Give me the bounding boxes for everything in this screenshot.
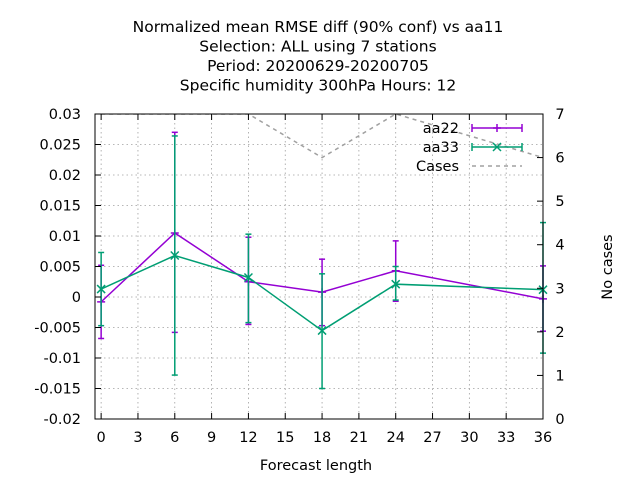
y-tick-label: 0.01: [49, 229, 81, 245]
title-line: Normalized mean RMSE diff (90% conf) vs …: [133, 18, 504, 36]
x-tick-label: 27: [423, 430, 441, 446]
x-axis-label: Forecast length: [260, 458, 372, 474]
y-tick-label: -0.02: [43, 412, 81, 428]
y-tick-label: 0.005: [39, 260, 81, 276]
x-tick-label: 24: [386, 430, 404, 446]
data-point: [391, 279, 401, 289]
data-series: [96, 131, 548, 390]
x-tick-label: 18: [313, 430, 331, 446]
series-line: [100, 254, 544, 332]
axis-ticks: 0 3 6 9 12 15 18 21 24 27 30 33 36-0.02-0.015-0.01-0…: [34, 107, 564, 446]
data-point: [96, 284, 106, 294]
y2-tick-label: 6: [555, 151, 564, 167]
title-line: Selection: ALL using 7 stations: [199, 38, 436, 56]
y-tick-label: -0.005: [34, 321, 81, 337]
plot-frame: [94, 113, 544, 420]
x-tick-label: 21: [350, 430, 368, 446]
grid-lines: [95, 113, 544, 420]
y2-tick-label: 0: [555, 412, 564, 428]
x-tick-label: 6: [170, 430, 179, 446]
x-tick-label: 3: [133, 430, 142, 446]
legend-marker: [492, 142, 502, 152]
chart-title: Normalized mean RMSE diff (90% conf) vs …: [133, 18, 504, 95]
y-tick-label: 0: [72, 290, 81, 306]
x-tick-label: 33: [497, 430, 515, 446]
y2-tick-label: 3: [555, 281, 564, 297]
y2-tick-label: 5: [555, 194, 564, 210]
x-tick-label: 0: [97, 430, 106, 446]
y-tick-label: 0.015: [39, 199, 81, 215]
x-tick-label: 15: [276, 430, 294, 446]
data-point: [243, 272, 253, 283]
x-tick-label: 36: [534, 430, 552, 446]
y2-tick-label: 1: [555, 368, 564, 384]
y-tick-label: 0.02: [49, 168, 81, 184]
data-point: [317, 326, 327, 336]
legend-label: aa33: [423, 140, 459, 156]
legend-label: aa22: [423, 121, 459, 137]
legend-label: Cases: [416, 159, 459, 175]
series-line: [100, 231, 544, 303]
title-line: Specific humidity 300hPa Hours: 12: [180, 77, 456, 95]
x-tick-label: 12: [239, 430, 257, 446]
cases-series: [101, 114, 543, 159]
x-tick-label: 30: [460, 430, 478, 446]
y-tick-label: 0.03: [49, 107, 81, 123]
title-line: Period: 20200629-20200705: [207, 57, 429, 75]
data-point: [170, 250, 180, 261]
x-tick-label: 9: [207, 430, 216, 446]
right-y-axis-label: No cases: [600, 234, 616, 299]
cases-line: [101, 114, 543, 159]
y2-tick-label: 2: [555, 325, 564, 341]
y-tick-label: 0.025: [39, 138, 81, 154]
y-tick-label: -0.01: [43, 351, 81, 367]
series-aa33: [96, 135, 548, 390]
y2-tick-label: 4: [555, 238, 564, 254]
legend-marker: [493, 124, 501, 132]
y-tick-label: -0.015: [34, 382, 81, 398]
y2-tick-label: 7: [555, 107, 564, 123]
legend: aa22 aa33 Cases: [416, 121, 523, 175]
